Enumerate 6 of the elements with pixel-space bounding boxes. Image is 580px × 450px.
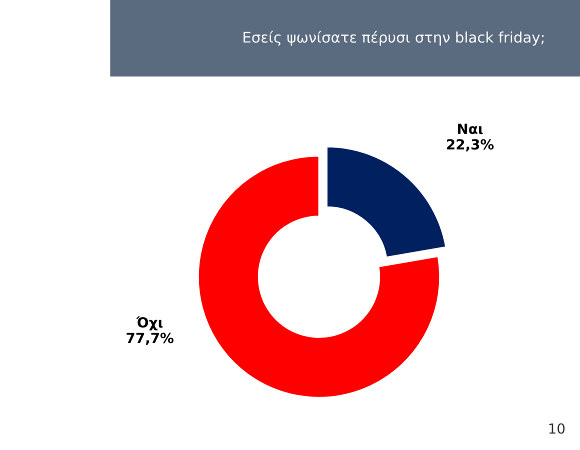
text: 10: [549, 423, 565, 434]
data-label: 77,7%: [126, 332, 174, 345]
slice-label: Όχι: [136, 316, 163, 330]
slice-label: Ναι: [458, 124, 483, 134]
chart-title: Εσείς ψωνίσατε πέρυσι στην black friday;: [244, 30, 544, 46]
data-label: 22,3%: [447, 139, 494, 152]
